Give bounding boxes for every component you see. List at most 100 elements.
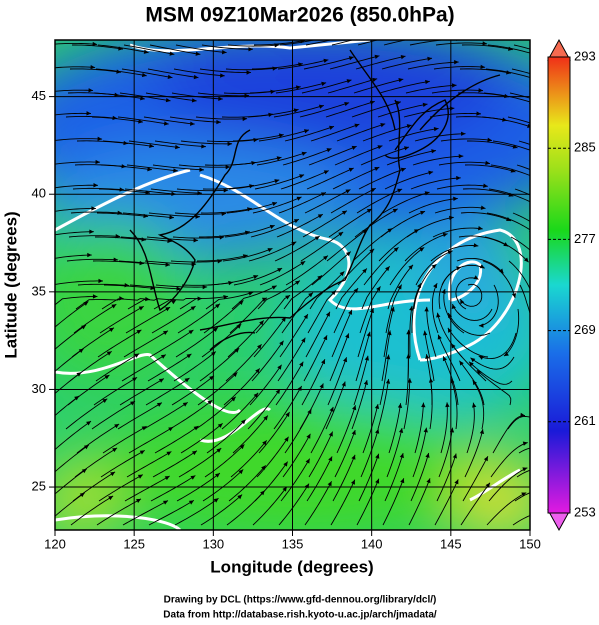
streamline-arrow: [111, 304, 117, 309]
streamline-arrow: [113, 257, 119, 262]
streamline-arrow: [352, 405, 357, 411]
streamline: [302, 210, 348, 238]
streamline-arrow: [588, 481, 593, 485]
streamline: [484, 236, 529, 263]
streamline: [175, 44, 227, 53]
streamline-arrow: [400, 478, 405, 484]
streamline: [431, 89, 484, 94]
streamline: [435, 42, 488, 46]
streamline-arrow: [92, 294, 98, 299]
streamline-arrow: [112, 447, 118, 453]
streamline: [403, 378, 411, 430]
streamline-arrow: [453, 196, 458, 202]
streamline-arrow: [110, 471, 116, 477]
streamline: [447, 312, 491, 336]
streamline-arrow: [578, 109, 583, 113]
streamline: [125, 306, 171, 334]
streamline: [254, 174, 305, 190]
streamline-arrow: [318, 104, 324, 109]
streamline: [178, 164, 231, 168]
streamline: [351, 101, 402, 118]
streamline: [65, 398, 108, 430]
streamline-arrow: [478, 323, 484, 328]
streamline: [301, 359, 326, 406]
streamline-arrow: [436, 312, 441, 318]
streamline-arrow: [88, 88, 94, 93]
streamline-arrow: [448, 312, 453, 318]
streamline-arrow: [272, 201, 278, 207]
streamline: [304, 481, 332, 526]
streamline-arrow: [385, 266, 390, 272]
streamline-arrow: [503, 351, 509, 357]
streamline-arrow: [319, 383, 324, 389]
streamline-arrow: [376, 286, 381, 292]
streamline-arrow: [276, 156, 282, 161]
streamline: [249, 364, 282, 406]
streamline: [97, 44, 149, 54]
streamline: [490, 442, 528, 478]
streamline: [356, 188, 403, 214]
streamline-arrow: [167, 238, 173, 244]
streamline: [199, 68, 252, 73]
streamline-arrow: [428, 377, 434, 383]
streamline-arrow: [321, 359, 326, 365]
streamline: [486, 492, 527, 526]
streamline: [492, 415, 526, 454]
streamline: [171, 375, 215, 406]
streamline: [100, 164, 153, 171]
streamline-arrow: [511, 293, 517, 298]
streamline-arrow: [86, 421, 92, 426]
streamline: [434, 206, 486, 214]
streamline-arrow: [454, 479, 459, 485]
streamline-arrow: [426, 478, 431, 484]
streamline: [358, 453, 380, 502]
streamline: [173, 351, 217, 382]
streamline-arrow: [377, 32, 382, 36]
streamline-arrow: [182, 402, 188, 407]
streamline: [456, 257, 504, 274]
streamline: [229, 297, 268, 334]
streamline-arrow: [147, 167, 152, 172]
streamline-arrow: [579, 213, 584, 218]
streamline-arrow: [375, 453, 380, 459]
streamline: [118, 260, 171, 266]
streamline-arrow: [476, 111, 481, 116]
streamline-arrow: [427, 56, 433, 62]
streamline: [175, 327, 219, 358]
streamline-arrow: [86, 111, 91, 116]
streamline: [120, 236, 173, 242]
streamline-arrow: [326, 148, 332, 153]
streamline: [382, 478, 405, 526]
streamline: [149, 329, 194, 358]
streamline-arrow: [184, 378, 190, 383]
streamline-arrow: [114, 423, 120, 429]
streamline-arrow: [285, 411, 290, 417]
streamline: [247, 388, 281, 430]
streamline: [123, 330, 169, 358]
streamline: [460, 482, 491, 526]
streamline-arrow: [424, 306, 429, 312]
streamline-arrow: [346, 79, 352, 84]
streamline: [153, 297, 203, 310]
streamline-arrow: [253, 274, 259, 280]
streamline-arrow: [213, 498, 219, 503]
streamline: [476, 369, 512, 406]
streamline-arrow: [323, 255, 328, 261]
streamline: [440, 138, 493, 142]
streamline-arrow: [158, 378, 164, 383]
streamline: [275, 361, 304, 406]
streamline: [228, 179, 280, 190]
streamline-arrow: [238, 469, 244, 475]
streamline-arrow: [284, 436, 289, 442]
streamline: [259, 260, 306, 286]
streamline: [55, 468, 88, 495]
streamline: [377, 378, 390, 430]
streamline: [252, 486, 288, 526]
streamline-arrow: [468, 361, 474, 367]
streamline-arrow: [240, 419, 246, 425]
streamline-arrow: [296, 196, 302, 201]
streamline: [326, 229, 368, 262]
streamline: [459, 283, 483, 307]
streamline: [472, 379, 485, 430]
streamline: [255, 294, 291, 334]
